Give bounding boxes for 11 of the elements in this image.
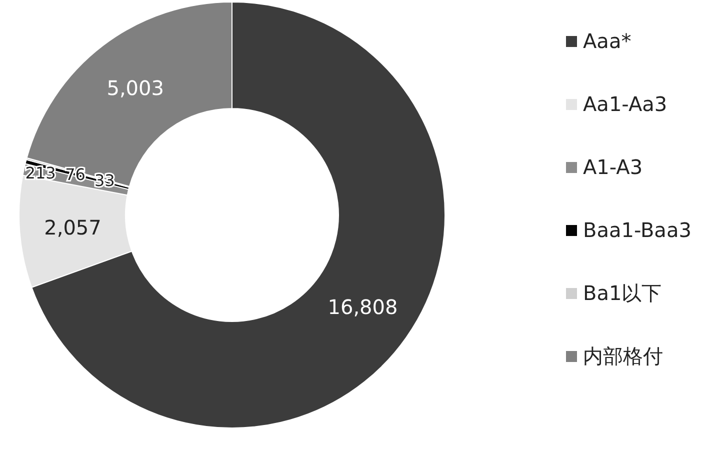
legend-label: 内部格付: [583, 344, 663, 368]
data-label: 2,057: [44, 216, 102, 240]
legend-label: Aa1-Aa3: [583, 92, 668, 116]
data-label: 16,808: [328, 294, 398, 319]
legend-label: Ba1以下: [583, 281, 662, 305]
data-label: 33: [94, 170, 115, 190]
data-label: 76: [65, 165, 86, 184]
legend-label: Aaa*: [583, 29, 632, 53]
legend-label: A1-A3: [583, 155, 643, 179]
legend-label: Baa1-Baa3: [583, 218, 692, 242]
data-label: 5,003: [106, 76, 164, 100]
